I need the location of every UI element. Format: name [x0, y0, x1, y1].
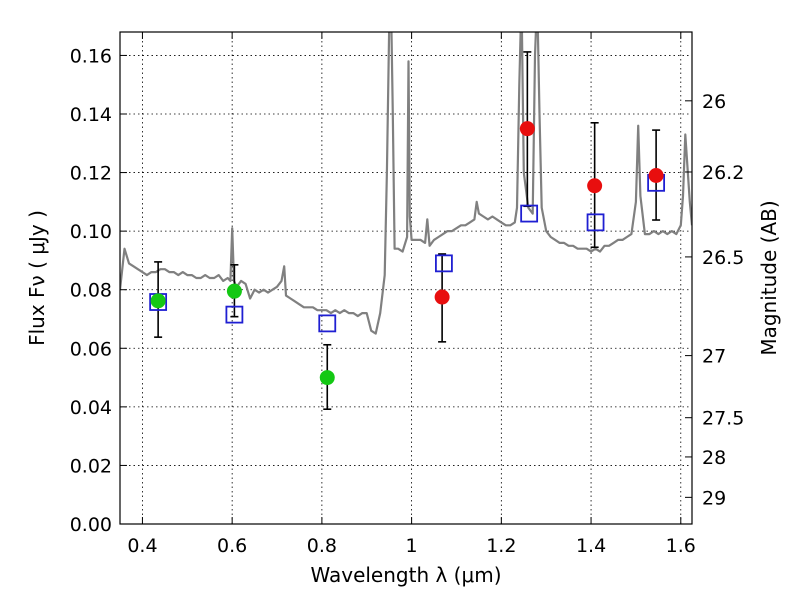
y-tick-label: 0.10	[70, 221, 112, 243]
ticks	[120, 32, 692, 525]
x-tick-label: 0.4	[127, 535, 157, 557]
y2-tick-label: 27.5	[702, 408, 744, 430]
y2-tick-label: 26.5	[702, 247, 744, 269]
spectrum-layer	[120, 32, 692, 335]
x-tick-label: 0.6	[217, 535, 247, 557]
y-tick-label: 0.08	[70, 280, 112, 302]
y-tick-label: 0.06	[70, 338, 112, 360]
green-point	[319, 370, 335, 386]
model-square-marker	[318, 314, 337, 333]
y2-tick-labels: 26 26.2 26.5 27 27.5 28 29	[702, 91, 744, 510]
x-tick-label: 1.4	[576, 535, 606, 557]
model-square-marker	[520, 204, 539, 223]
grid	[120, 32, 692, 524]
red-point	[519, 121, 535, 137]
x-axis-label: Wavelength λ (μm)	[310, 563, 501, 587]
y2-tick-label: 26.2	[702, 162, 744, 184]
y-tick-label: 0.16	[70, 45, 112, 67]
red-point	[587, 178, 603, 194]
green-point	[226, 283, 242, 299]
x-tick-label: 0.8	[307, 535, 337, 557]
plot-frame	[119, 31, 693, 525]
model-square-marker	[225, 305, 244, 324]
x-tick-labels: 0.4 0.6 0.8 1 1.2 1.4 1.6	[127, 535, 696, 557]
y-tick-label: 0.00	[70, 514, 112, 536]
model-square-marker	[435, 254, 453, 273]
model-square-marker	[586, 213, 605, 232]
y2-tick-label: 27	[702, 346, 726, 368]
y-tick-label: 0.12	[70, 163, 112, 185]
y-tick-labels: 0.00 0.02 0.04 0.06 0.08 0.10 0.12 0.14 0.16	[70, 45, 112, 536]
y-tick-label: 0.04	[70, 397, 112, 419]
red-point	[434, 289, 450, 305]
green-point	[150, 293, 166, 309]
spectrum-line	[120, 32, 692, 335]
x-tick-label: 1.6	[666, 535, 696, 557]
x-tick-label: 1	[406, 535, 418, 557]
y-tick-label: 0.02	[70, 455, 112, 477]
y2-tick-label: 26	[702, 91, 726, 113]
x-tick-label: 1.2	[486, 535, 516, 557]
y2-tick-label: 29	[702, 487, 726, 509]
y2-axis-label: Magnitude (AB)	[757, 200, 781, 355]
y-tick-label: 0.14	[70, 104, 112, 126]
y2-tick-label: 28	[702, 447, 726, 469]
red-point	[648, 168, 664, 183]
marker-layer	[149, 121, 666, 386]
y-axis-label: Flux Fν ( μJy )	[25, 210, 49, 346]
